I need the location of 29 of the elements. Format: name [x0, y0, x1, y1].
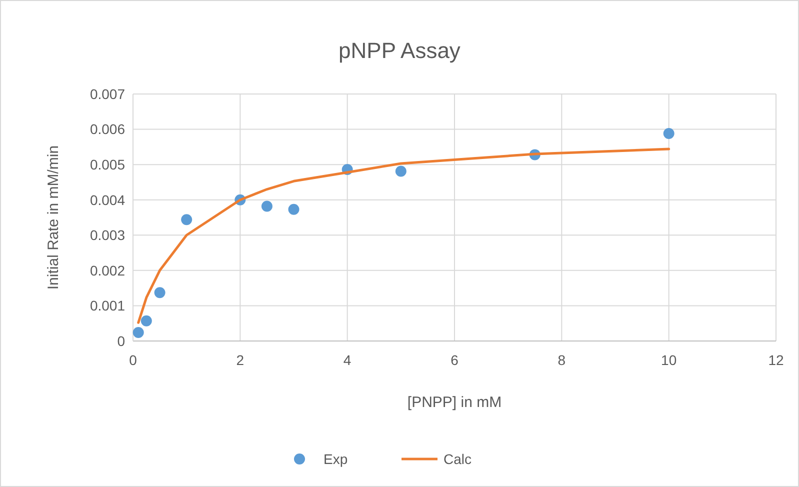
point	[140, 315, 152, 326]
y-tick-label: 0.005	[90, 156, 126, 172]
point	[663, 128, 674, 140]
point	[288, 204, 300, 215]
point	[154, 287, 166, 298]
y-tick-label: 0	[117, 332, 126, 349]
x-tick-label: 4	[343, 352, 352, 368]
chart-title: pNPP Assay	[338, 38, 460, 63]
y-tick-label: 0.007	[90, 86, 126, 102]
y-tick-label: 0.002	[90, 262, 126, 278]
y-tick-label: 0.001	[90, 298, 126, 314]
y-tick-label: 0.006	[90, 121, 126, 138]
point	[261, 200, 272, 212]
point	[181, 214, 192, 226]
y-axis-title: Initial Rate in mM/min	[45, 145, 62, 290]
x-tick-label: 8	[558, 352, 566, 368]
point	[395, 166, 406, 177]
point	[132, 327, 144, 338]
x-tick-label: 12	[768, 352, 784, 368]
legend-label: Exp	[324, 450, 348, 467]
x-tick-label: 2	[236, 352, 244, 368]
y-tick-label: 0.004	[90, 192, 126, 208]
legend-label: Calc	[444, 450, 472, 467]
x-tick-label: 10	[661, 352, 677, 368]
x-tick-label: 0	[129, 352, 138, 368]
line-series	[137, 148, 670, 324]
x-tick-label: 6	[450, 352, 459, 368]
y-tick-label: 0.003	[90, 227, 126, 244]
x-axis-title: [PNPP] in mM	[407, 394, 502, 411]
